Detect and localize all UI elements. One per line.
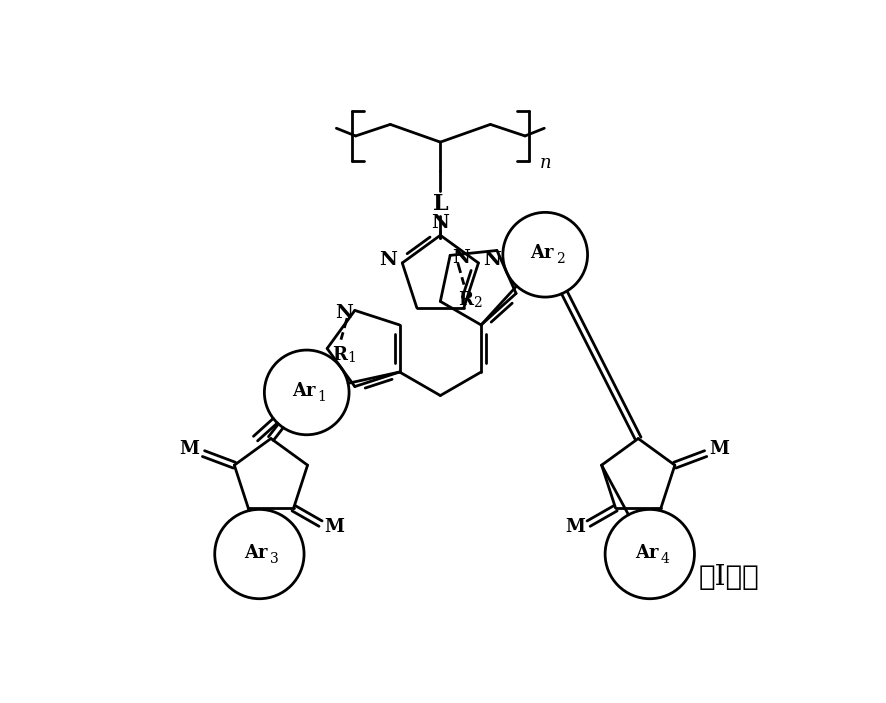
Text: （I）；: （I）； [698,564,758,591]
Text: 4: 4 [660,552,669,566]
Text: n: n [540,154,551,172]
Text: 3: 3 [270,552,279,566]
Text: 1: 1 [317,390,326,404]
Text: N: N [379,251,397,269]
Text: 2: 2 [556,252,564,266]
Text: M: M [564,517,584,536]
Text: 2: 2 [473,296,482,310]
Text: N: N [431,214,449,232]
Text: R: R [331,346,346,364]
Text: Ar: Ar [291,382,315,400]
Text: N: N [483,251,501,269]
Text: R: R [457,291,472,309]
Text: M: M [709,440,728,458]
Text: M: M [180,440,199,458]
Text: M: M [324,517,344,536]
Text: 1: 1 [347,351,356,365]
Text: Ar: Ar [245,543,268,562]
Text: L: L [432,193,447,214]
Text: N: N [335,304,353,323]
Text: Ar: Ar [634,543,657,562]
Text: Ar: Ar [530,244,553,262]
Text: N: N [452,250,470,267]
